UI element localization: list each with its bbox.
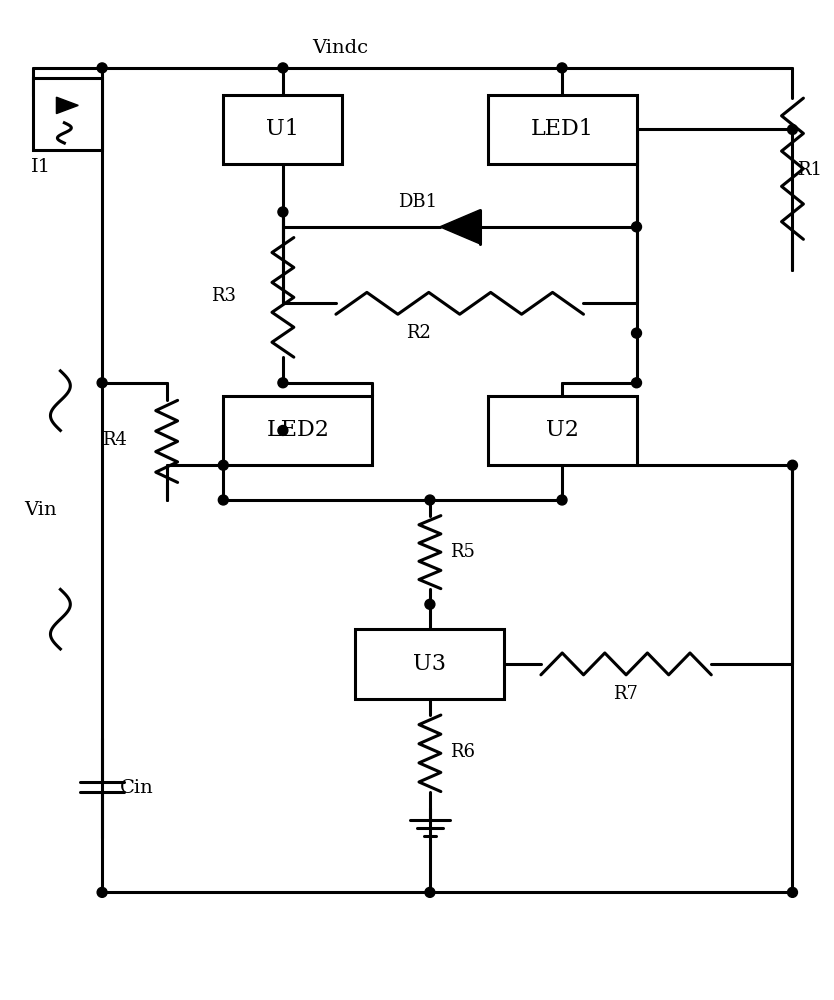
Circle shape <box>425 887 435 897</box>
Circle shape <box>278 63 288 73</box>
Circle shape <box>631 378 641 388</box>
Polygon shape <box>57 97 78 114</box>
Text: LED2: LED2 <box>266 419 329 441</box>
Circle shape <box>97 378 107 388</box>
Text: DB1: DB1 <box>399 193 438 211</box>
FancyBboxPatch shape <box>355 629 505 699</box>
Circle shape <box>219 460 229 470</box>
Text: R5: R5 <box>450 543 475 561</box>
Text: R7: R7 <box>613 685 638 703</box>
Circle shape <box>787 887 797 897</box>
Text: R1: R1 <box>797 161 822 179</box>
FancyBboxPatch shape <box>488 95 636 164</box>
Text: U1: U1 <box>266 118 299 140</box>
Circle shape <box>278 425 288 435</box>
Circle shape <box>787 460 797 470</box>
Text: LED1: LED1 <box>530 118 594 140</box>
Circle shape <box>557 63 567 73</box>
Text: Cin: Cin <box>120 779 153 797</box>
Circle shape <box>557 495 567 505</box>
Text: Vin: Vin <box>24 501 57 519</box>
Circle shape <box>278 378 288 388</box>
Text: R2: R2 <box>405 324 430 342</box>
FancyBboxPatch shape <box>224 95 343 164</box>
Text: U3: U3 <box>414 653 446 675</box>
Circle shape <box>425 599 435 609</box>
Circle shape <box>219 495 229 505</box>
Text: R3: R3 <box>211 287 236 305</box>
Circle shape <box>97 63 107 73</box>
Circle shape <box>787 125 797 134</box>
Text: U2: U2 <box>545 419 579 441</box>
Text: I1: I1 <box>31 158 51 176</box>
FancyBboxPatch shape <box>224 396 372 465</box>
Text: Vindc: Vindc <box>313 39 369 57</box>
Circle shape <box>631 222 641 232</box>
Circle shape <box>425 495 435 505</box>
FancyBboxPatch shape <box>488 396 636 465</box>
Circle shape <box>631 328 641 338</box>
Circle shape <box>97 887 107 897</box>
Text: R6: R6 <box>450 743 475 761</box>
Text: R4: R4 <box>102 431 127 449</box>
Circle shape <box>278 207 288 217</box>
FancyBboxPatch shape <box>33 78 102 150</box>
Polygon shape <box>440 210 480 244</box>
